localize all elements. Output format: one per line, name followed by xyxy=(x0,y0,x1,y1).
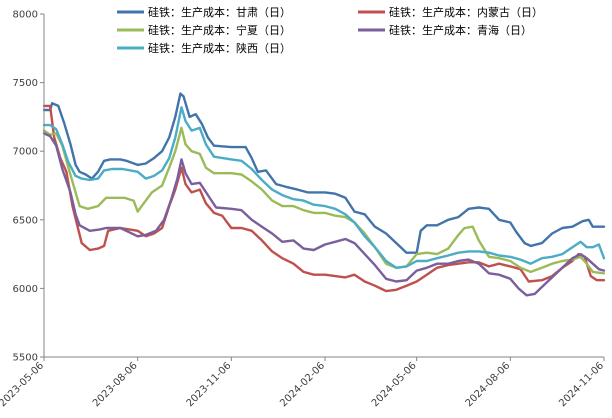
x-tick-label: 2023-05-06 xyxy=(0,360,46,409)
x-axis-ticks: 2023-05-06 2023-08-06 2023-11-06 2024-02-06… xyxy=(0,357,606,409)
x-tick-label: 2024-11-06 xyxy=(557,360,606,409)
series-line-1 xyxy=(42,104,606,293)
legend-label: 硅铁：生产成本：内蒙古（日） xyxy=(389,5,543,19)
y-tick-label: 8000 xyxy=(13,10,38,21)
y-tick-label: 7500 xyxy=(13,78,38,89)
x-tick-label: 2023-11-06 xyxy=(185,360,234,409)
legend-label: 硅铁：生产成本：陕西（日） xyxy=(148,41,291,55)
legend-label: 硅铁：生产成本：青海（日） xyxy=(389,23,532,37)
x-tick-label: 2024-08-06 xyxy=(464,360,513,409)
legend-item: 硅铁：生产成本：陕西（日） xyxy=(117,41,291,55)
legend-label: 硅铁：生产成本：宁夏（日） xyxy=(148,23,291,37)
legend-item: 硅铁：生产成本：甘肃（日） xyxy=(117,5,291,19)
legend-item: 硅铁：生产成本：内蒙古（日） xyxy=(358,5,543,19)
legend: 硅铁：生产成本：甘肃（日） 硅铁：生产成本：内蒙古（日） 硅铁：生产成本：宁夏（日）… xyxy=(117,5,543,55)
legend-item: 硅铁：生产成本：宁夏（日） xyxy=(117,23,291,37)
series-line-3 xyxy=(42,132,606,297)
series-line-4 xyxy=(42,106,606,269)
y-axis-ticks: 5500 6000 6500 7000 7500 8000 xyxy=(13,10,44,364)
series-line-0 xyxy=(42,92,606,254)
x-tick-label: 2024-05-06 xyxy=(370,360,419,409)
series-layer xyxy=(42,92,606,297)
legend-item: 硅铁：生产成本：青海（日） xyxy=(358,23,532,37)
y-tick-label: 5500 xyxy=(13,353,38,364)
x-tick-label: 2024-02-06 xyxy=(278,360,327,409)
x-tick-label: 2023-08-06 xyxy=(91,360,140,409)
y-tick-label: 6000 xyxy=(13,284,38,295)
y-tick-label: 7000 xyxy=(13,147,38,158)
legend-label: 硅铁：生产成本：甘肃（日） xyxy=(148,5,291,19)
y-tick-label: 6500 xyxy=(13,215,38,226)
series-line-2 xyxy=(42,126,606,275)
